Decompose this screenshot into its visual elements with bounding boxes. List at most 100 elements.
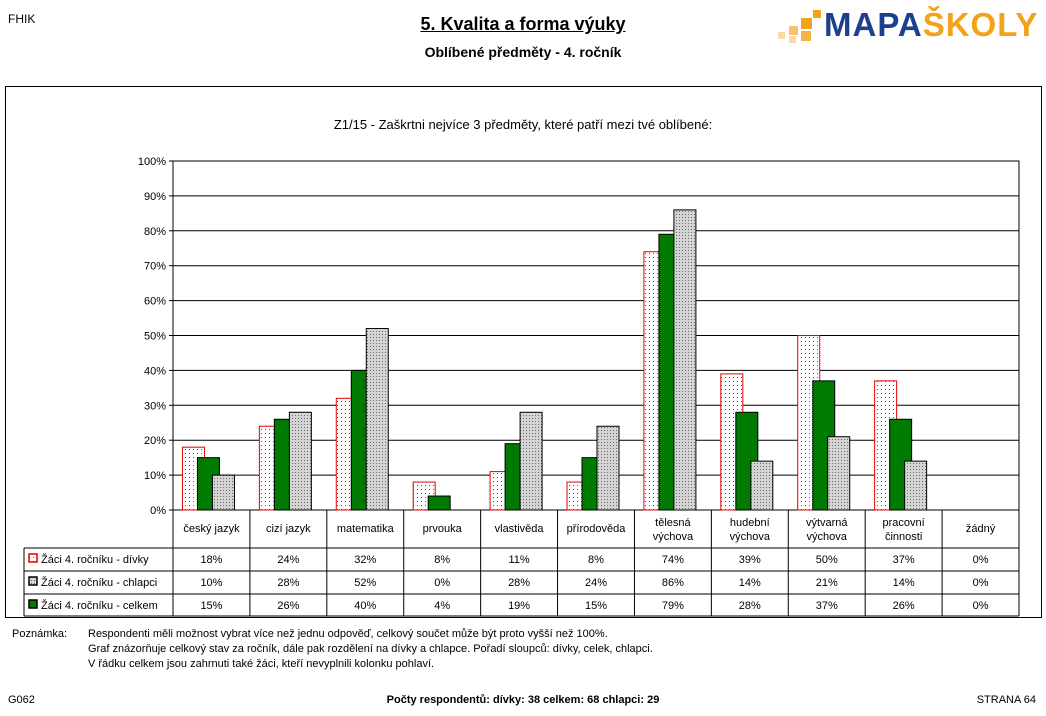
data-label: 15% xyxy=(585,600,607,612)
data-label: 14% xyxy=(739,577,761,589)
y-tick-label: 10% xyxy=(144,470,166,482)
x-tick-label: matematika xyxy=(337,523,395,535)
bar xyxy=(365,328,389,511)
chart-frame xyxy=(5,86,1042,618)
data-label: 28% xyxy=(277,577,299,589)
data-label: 18% xyxy=(200,554,222,566)
data-label: 8% xyxy=(434,554,450,566)
y-tick-label: 90% xyxy=(144,191,166,203)
data-label: 79% xyxy=(662,600,684,612)
x-tick-label: přírodověda xyxy=(567,523,627,535)
bar xyxy=(750,460,774,511)
respondent-counts: Počty respondentů: dívky: 38 celkem: 68 … xyxy=(386,694,660,706)
data-label: 86% xyxy=(662,577,684,589)
bar xyxy=(427,495,451,511)
x-tick-label: vlastivěda xyxy=(495,523,545,535)
logo-square xyxy=(778,32,785,39)
data-label: 11% xyxy=(508,554,529,566)
data-label: 28% xyxy=(739,600,761,612)
data-label: 50% xyxy=(816,554,838,566)
data-label: 0% xyxy=(973,577,989,589)
data-label: 32% xyxy=(354,554,376,566)
logo-square xyxy=(789,36,796,43)
page-title-text: 5. Kvalita a forma výuky xyxy=(420,14,626,34)
legend-swatch xyxy=(28,599,38,609)
x-tick-label: žádný xyxy=(966,523,996,535)
note-line: Respondenti měli možnost vybrat více než… xyxy=(88,628,608,640)
data-label: 0% xyxy=(973,600,989,612)
logo-square xyxy=(789,26,798,35)
note-line: V řádku celkem jsou zahrnuti také žáci, … xyxy=(88,658,435,670)
report-code: FHIK xyxy=(8,12,36,26)
x-tick-label: výchova xyxy=(807,531,848,543)
legend-label: Žáci 4. ročníku - chlapci xyxy=(41,576,157,589)
logo-text-mapa: MAPA xyxy=(824,6,923,43)
page-subtitle: Oblíbené předměty - 4. ročník xyxy=(424,44,622,60)
data-label: 8% xyxy=(588,554,604,566)
data-label: 0% xyxy=(434,577,450,589)
logo-square xyxy=(801,31,811,41)
bar xyxy=(904,460,928,511)
legend-label: Žáci 4. ročníku - dívky xyxy=(41,553,149,566)
data-table: český jazyk cizí jazyk matematika prvouka vl… xyxy=(23,510,1020,617)
legend-label: Žáci 4. ročníku - celkem xyxy=(41,599,158,612)
footer-code: G062 xyxy=(8,694,35,706)
bar xyxy=(827,436,851,511)
legend-swatch xyxy=(28,553,38,563)
bar xyxy=(519,411,543,511)
data-label: 24% xyxy=(585,577,607,589)
data-label: 0% xyxy=(973,554,989,566)
x-tick-label: tělesná xyxy=(655,517,691,529)
data-label: 28% xyxy=(508,577,530,589)
page-title: 5. Kvalita a forma výuky xyxy=(0,14,1046,35)
data-label: 52% xyxy=(354,577,376,589)
y-tick-label: 50% xyxy=(144,331,166,343)
x-tick-label: výchova xyxy=(653,531,694,543)
y-tick-label: 80% xyxy=(144,226,166,238)
y-tick-label: 40% xyxy=(144,365,166,377)
x-tick-label: činnosti xyxy=(885,531,922,543)
data-label: 19% xyxy=(508,600,530,612)
bar xyxy=(596,425,620,511)
x-tick-label: výchova xyxy=(730,531,771,543)
plot-area: 0% 10% 20% 30% 40% 50% 60% 70% 80% 90% 100% xyxy=(138,156,1020,517)
chart-title: Z1/15 - Zaškrtni nejvíce 3 předměty, kte… xyxy=(333,117,713,132)
x-tick-label: prvouka xyxy=(423,523,463,535)
data-label: 37% xyxy=(816,600,838,612)
data-label: 40% xyxy=(354,600,376,612)
logo-text-skoly: ŠKOLY xyxy=(922,6,1039,43)
bar xyxy=(288,411,312,511)
data-label: 26% xyxy=(893,600,915,612)
data-label: 26% xyxy=(277,600,299,612)
y-tick-label: 0% xyxy=(150,505,166,517)
y-tick-label: 70% xyxy=(144,261,166,273)
x-tick-label: pracovní xyxy=(883,517,925,529)
y-tick-label: 60% xyxy=(144,296,166,308)
logo-square xyxy=(813,10,821,18)
data-label: 37% xyxy=(893,554,915,566)
data-label: 21% xyxy=(816,577,838,589)
y-tick-label: 30% xyxy=(144,400,166,412)
legend-swatch xyxy=(28,576,38,586)
y-tick-label: 20% xyxy=(144,435,166,447)
data-label: 74% xyxy=(662,554,684,566)
note-line: Graf znázorňuje celkový stav za ročník, … xyxy=(88,643,653,655)
x-tick-label: hudební xyxy=(730,517,770,529)
x-tick-label: cizí jazyk xyxy=(266,523,311,535)
data-label: 24% xyxy=(277,554,299,566)
page-number: STRANA 64 xyxy=(976,694,1036,706)
data-label: 4% xyxy=(434,600,450,612)
data-label: 10% xyxy=(200,577,222,589)
data-label: 39% xyxy=(739,554,761,566)
y-tick-label: 100% xyxy=(138,156,166,168)
note-label: Poznámka: xyxy=(12,628,68,640)
logo-text: MAPAŠKOLY xyxy=(824,6,1038,44)
data-label: 14% xyxy=(893,577,915,589)
logo-square xyxy=(801,18,812,29)
bar xyxy=(211,474,235,511)
x-tick-label: český jazyk xyxy=(183,523,240,535)
mapaskoly-logo: MAPAŠKOLY xyxy=(778,6,1037,44)
data-label: 15% xyxy=(200,600,222,612)
bar xyxy=(673,209,697,511)
